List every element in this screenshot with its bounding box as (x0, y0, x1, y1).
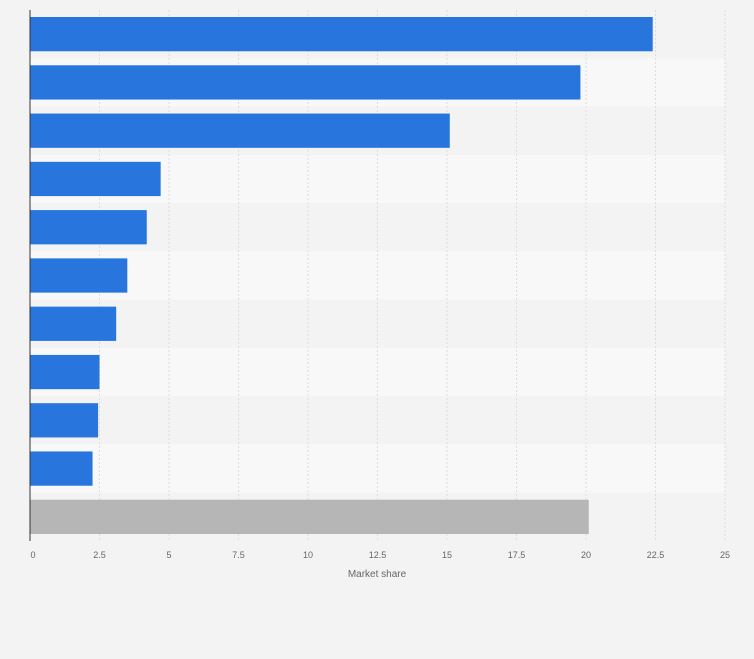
x-tick-label: 0 (30, 550, 35, 560)
bar[interactable] (30, 354, 100, 390)
x-tick-label: 22.5 (647, 550, 665, 560)
bar[interactable] (30, 451, 93, 486)
bar[interactable] (30, 65, 581, 100)
bar[interactable] (30, 16, 653, 52)
bar[interactable] (30, 161, 161, 197)
x-tick-label: 2.5 (93, 550, 106, 560)
bar[interactable] (30, 306, 117, 341)
x-tick-label: 10 (303, 550, 313, 560)
bar[interactable] (30, 258, 128, 293)
bar[interactable] (30, 210, 147, 245)
bar[interactable] (30, 499, 589, 535)
bars (30, 16, 653, 535)
bar[interactable] (30, 113, 450, 148)
x-tick-label: 12.5 (369, 550, 387, 560)
x-tick-label: 7.5 (232, 550, 245, 560)
x-tick-label: 20 (581, 550, 591, 560)
x-tick-label: 25 (720, 550, 730, 560)
x-tick-label: 17.5 (508, 550, 526, 560)
row-band (30, 396, 725, 445)
bar[interactable] (30, 403, 99, 438)
row-band (30, 444, 725, 493)
x-tick-label: 5 (166, 550, 171, 560)
x-tick-label: 15 (442, 550, 452, 560)
x-axis-title: Market share (348, 569, 407, 580)
x-axis-ticks: 0 2.5 5 7.5 10 12.5 15 17.5 20 22.5 25 (30, 550, 730, 560)
